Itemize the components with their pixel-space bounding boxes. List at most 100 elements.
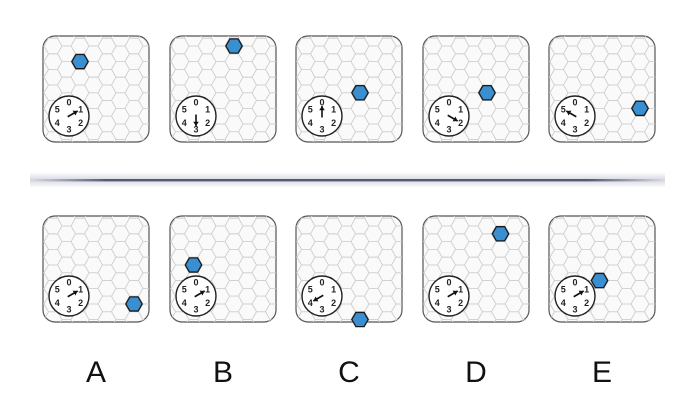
dial-number: 0 [572,98,577,108]
grid-cell [518,272,529,289]
dial-number: 3 [193,125,198,135]
grid-cell [518,92,529,109]
dial-number: 4 [308,118,313,128]
dial-arrow-icon [193,121,199,126]
dial-number: 5 [561,104,566,114]
dial-number: 3 [572,125,577,135]
grid-cell [296,319,302,322]
hexagon-marker [184,257,203,273]
dial-number: 5 [561,284,566,294]
hexagon-marker [631,100,649,117]
grid-cell [644,92,655,109]
dial-number: 0 [446,98,451,108]
dial-number: 0 [193,278,198,288]
dial-arrow-icon [566,110,572,116]
option-label-a[interactable]: A [86,356,106,389]
dial-number: 5 [55,284,60,294]
grid-cell [138,272,149,289]
option-label-d[interactable]: D [465,356,487,389]
option-panel-b[interactable]: 01 234 5 [158,203,284,336]
dial-number: 2 [78,298,83,308]
dial-number: 3 [193,305,198,315]
grid-cell [265,36,276,47]
dial-number: 3 [66,305,71,315]
dial-number: 4 [182,298,187,308]
grid-cell [518,287,529,305]
grid-cell [138,76,149,94]
dial-number: 3 [446,125,451,135]
grid-cell [391,216,402,227]
grid-cell [518,256,529,274]
dial-arrow-icon [199,290,205,296]
grid-cell [518,76,529,94]
grid-cell [138,61,149,78]
rotation-dial: 01 234 5 [428,275,470,317]
grid-cell [265,272,276,289]
dial-number: 2 [205,118,210,128]
dial-number: 0 [193,98,198,108]
grid-cell [265,123,276,140]
grid-cell [518,36,529,47]
option-label-b[interactable]: B [213,356,233,389]
grid-cell [138,241,149,258]
dial-number: 3 [446,305,451,315]
dial-arrow-icon [313,296,319,302]
option-label-c[interactable]: C [338,356,360,389]
dial-number: 2 [584,298,589,308]
dial-number: 4 [435,118,440,128]
hexagon-marker [478,85,496,101]
dial-arrow-icon [319,106,325,111]
grid-cell [265,256,276,274]
option-label-e[interactable]: E [592,356,612,389]
grid-cell [391,287,402,305]
grid-cell [265,61,276,78]
grid-cell [644,241,655,258]
hexagon-marker [351,311,369,328]
grid-cell [265,76,276,94]
option-panel-c[interactable]: 01 234 5 [284,203,410,336]
grid-cell [391,225,402,242]
dial-number: 3 [319,125,324,135]
dial-number: 0 [446,278,451,288]
rotation-dial: 01 234 5 [175,95,217,137]
dial-arrow-icon [452,116,458,122]
grid-cell [549,139,555,142]
sequence-panel: 01 234 5 [295,35,403,143]
dial-number: 5 [308,104,313,114]
dial-arrow-icon [72,290,78,296]
grid-cell [644,256,655,274]
grid-cell [43,139,49,142]
option-panel-d[interactable]: 01 234 5 [411,203,537,336]
option-panel-e[interactable]: 01 234 5 [537,203,663,336]
grid-cell [265,303,276,320]
dial-number: 0 [319,278,324,288]
hexagon-marker [71,53,89,70]
dial-number: 5 [182,284,187,294]
grid-cell [518,107,529,125]
divider-line [30,179,665,182]
dial-number: 4 [561,118,566,128]
dial-number: 4 [308,298,313,308]
dial-number: 2 [458,118,463,128]
grid-cell [138,256,149,274]
grid-cell [423,319,429,322]
grid-cell [138,303,149,320]
grid-cell [138,36,149,47]
dial-number: 2 [205,298,210,308]
dial-number: 5 [55,104,60,114]
option-panel-a[interactable]: 01 234 5 [31,203,157,336]
grid-cell [265,287,276,305]
grid-cell [138,216,149,227]
grid-cell [549,319,555,322]
grid-cell [138,225,149,242]
grid-cell [518,241,529,258]
hex-grid [296,216,402,322]
dial-number: 1 [458,104,463,114]
dial-number: 2 [584,118,589,128]
grid-cell [518,303,529,320]
rotation-dial: 01 234 5 [175,275,217,317]
dial-number: 5 [308,284,313,294]
grid-cell [391,76,402,94]
dial-number: 2 [331,118,336,128]
